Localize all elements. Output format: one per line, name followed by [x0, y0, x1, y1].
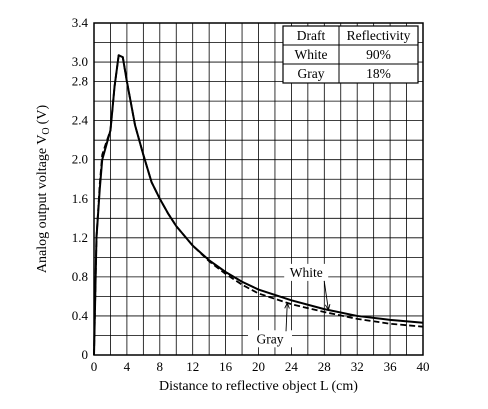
- y-tick-label: 0.8: [72, 269, 88, 284]
- y-tick-label: 0: [82, 347, 89, 362]
- x-axis-title: Distance to reflective object L (cm): [159, 379, 358, 394]
- x-tick-label: 36: [384, 359, 398, 374]
- annotation-leader: [285, 302, 288, 332]
- y-axis-title-subscript: O: [41, 127, 52, 134]
- y-tick-label: 1.2: [72, 230, 88, 245]
- annotation-leader: [323, 280, 329, 311]
- plot-frame: [93, 22, 424, 356]
- y-axis-title-main: Analog output voltage V: [35, 135, 50, 274]
- x-tick-label: 28: [318, 359, 331, 374]
- legend-box: [282, 25, 419, 84]
- legend-draft-cell: White: [295, 47, 328, 62]
- x-tick-label: 4: [124, 359, 131, 374]
- y-tick-label: 2.8: [72, 74, 88, 89]
- x-tick-label: 0: [91, 359, 98, 374]
- x-tick-label: 8: [157, 359, 164, 374]
- series-lines: [93, 54, 424, 356]
- tick-labels: 0 4 8 12 16 20 24 28 32 36 40 0 0.4 0.8 1.2 1.6 2.0 2.4 2.…: [72, 15, 430, 374]
- y-tick-label: 3.0: [72, 54, 88, 69]
- x-tick-label: 12: [186, 359, 199, 374]
- y-axis-title: Analog output voltage VO (V): [35, 105, 52, 274]
- legend-header: Reflectivity: [347, 28, 411, 43]
- y-tick-label: 1.6: [72, 191, 89, 206]
- annotations: White Gray: [248, 263, 331, 348]
- annotation-bg: [248, 330, 293, 348]
- x-tick-label: 20: [252, 359, 265, 374]
- legend: Draft Reflectivity White 90% Gray 18%: [282, 25, 419, 84]
- annotation-arrowhead: [284, 301, 290, 309]
- legend-reflectivity-cell: 18%: [366, 66, 391, 81]
- x-tick-label: 40: [417, 359, 430, 374]
- legend-header: Draft: [297, 28, 326, 43]
- y-tick-label: 2.4: [72, 113, 89, 128]
- y-tick-label: 2.0: [72, 152, 88, 167]
- x-tick-label: 32: [351, 359, 364, 374]
- x-tick-label: 16: [219, 359, 233, 374]
- x-tick-label: 24: [285, 359, 299, 374]
- y-tick-label: 3.4: [72, 15, 89, 30]
- annotation-gray: Gray: [257, 331, 284, 346]
- y-axis-title-unit: (V): [35, 105, 50, 125]
- series-line-gray: [93, 54, 424, 356]
- legend-reflectivity-cell: 90%: [366, 47, 391, 62]
- legend-draft-cell: Gray: [298, 66, 325, 81]
- annotation-bg: [284, 263, 329, 281]
- annotation-white: White: [290, 265, 323, 280]
- y-tick-label: 0.4: [72, 308, 89, 323]
- annotation-arrowhead: [324, 304, 331, 312]
